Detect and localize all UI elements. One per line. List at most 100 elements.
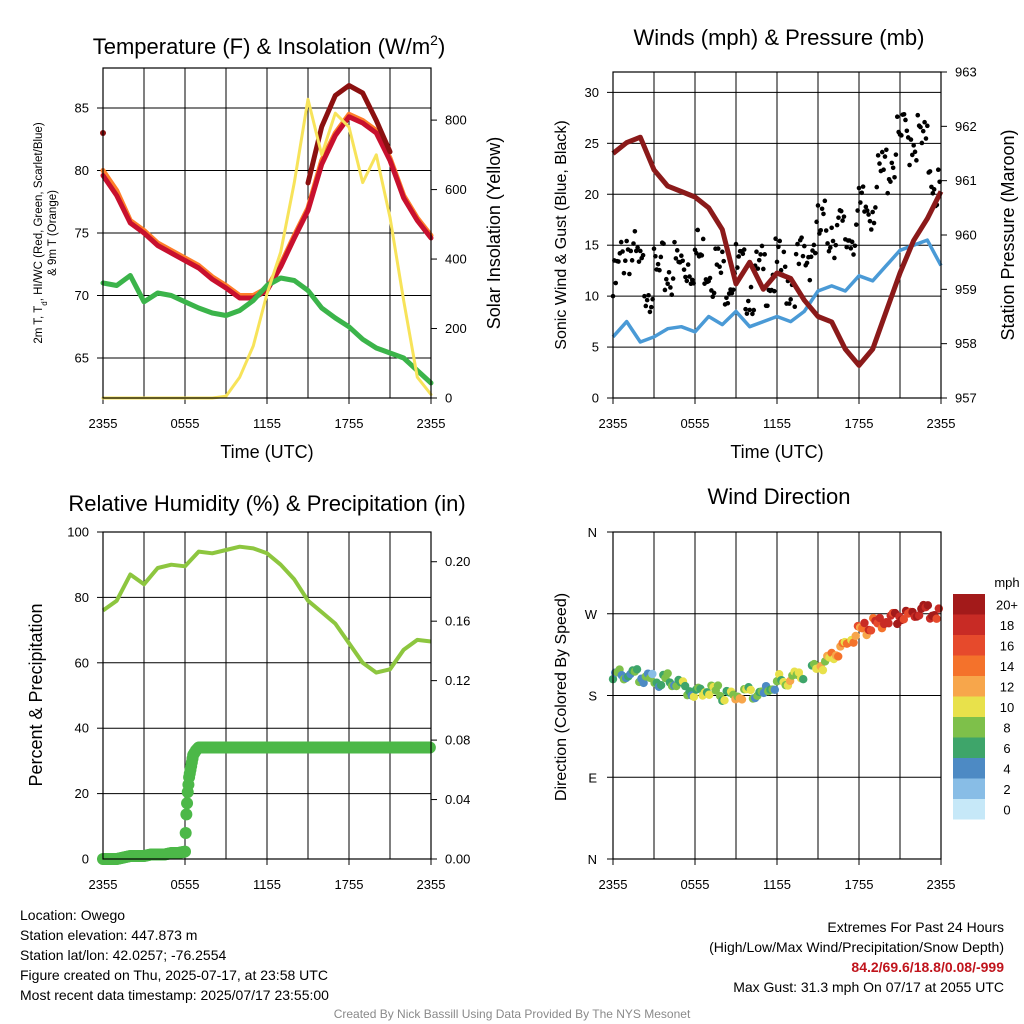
x-tick-label: 2355 [599, 877, 628, 892]
gust-point [935, 167, 941, 173]
gust-point [747, 307, 752, 313]
gust-point [774, 259, 780, 265]
gust-point [858, 200, 863, 205]
y-tick-label: 40 [75, 721, 89, 736]
y2-tick-label: 961 [955, 173, 977, 188]
y2-tick-label: 0.08 [445, 733, 470, 748]
gust-point [672, 239, 677, 245]
gust-point [882, 154, 888, 159]
y-tick-label: 10 [585, 289, 599, 304]
direction-point [923, 601, 933, 610]
gust-point [777, 238, 783, 244]
colorbar-swatch [953, 614, 985, 635]
colorbar-label: 16 [1000, 638, 1014, 653]
direction-point [656, 680, 666, 690]
gust-point [828, 245, 833, 250]
gust-point [877, 161, 882, 166]
y-axis-label-rest: , HI/WC (Red, Green, Scarlet/Blue) [33, 122, 45, 301]
gust-point [879, 149, 885, 155]
gust-point [746, 298, 751, 304]
gust-point [681, 267, 687, 272]
gust-point [623, 258, 628, 264]
gust-point [674, 248, 680, 253]
gust-point [792, 304, 798, 310]
gust-point [912, 149, 918, 155]
latlon-text: Station lat/lon: 42.0257; -76.2554 [20, 947, 227, 963]
direction-point [720, 696, 729, 705]
gust-point [721, 258, 726, 264]
pressure-line [611, 134, 944, 368]
extremes-subtitle: (High/Low/Max Wind/Precipitation/Snow De… [709, 939, 1004, 955]
x-tick-label: 1155 [253, 416, 281, 431]
gust-point [643, 303, 649, 309]
x-tick-label: 1755 [335, 877, 364, 892]
gust-point [699, 253, 705, 258]
direction-point [705, 690, 714, 699]
gust-point [613, 280, 619, 286]
gust-point [733, 241, 739, 247]
y2-tick-label: 0.16 [445, 614, 470, 629]
direction-point [818, 665, 828, 675]
colorbar-swatch [953, 655, 985, 676]
direction-point [849, 638, 858, 647]
y2-tick-label: 959 [955, 282, 977, 297]
gust-point [885, 190, 890, 196]
gust-point [664, 276, 669, 282]
chart-title: Wind Direction [707, 484, 850, 509]
colorbar-swatch [953, 758, 985, 779]
x-tick-label: 2355 [89, 877, 118, 892]
direction-point [799, 674, 808, 684]
gust-point [890, 165, 896, 171]
created-text: Figure created on Thu, 2025-07-17, at 23… [20, 967, 328, 983]
gust-point [707, 275, 713, 281]
colorbar-label: 2 [1003, 782, 1010, 797]
precip-point [179, 845, 191, 858]
direction-point [875, 613, 884, 623]
gust-point [684, 278, 690, 284]
gust-point [923, 136, 929, 141]
gust-point [685, 262, 691, 267]
title-close: ) [438, 34, 445, 59]
direction-point [899, 615, 909, 624]
y-tick-label: 5 [592, 340, 599, 355]
gust-point [750, 311, 755, 317]
y-tick-label: E [588, 770, 597, 785]
colorbar-swatch [953, 676, 985, 697]
colorbar-label: 12 [1000, 679, 1014, 694]
gust-point [874, 184, 880, 190]
direction-point [866, 626, 876, 635]
gust-point [830, 238, 836, 244]
gust-point [694, 250, 699, 256]
gust-point [662, 287, 668, 293]
direction-point [737, 695, 747, 704]
gust-point [621, 270, 627, 276]
x-tick-label: 2355 [927, 416, 956, 431]
precip-point [180, 808, 193, 821]
x-axis-label: Time (UTC) [220, 442, 313, 462]
gust-point [761, 266, 766, 272]
gust-point [653, 253, 658, 259]
colorbar: mph 20+ 18 16 14 12 10 8 6 4 2 0 [953, 575, 1020, 820]
gust-point [904, 128, 910, 134]
gust-point [911, 143, 916, 148]
gust-point [646, 292, 651, 298]
y2-tick-label: 600 [445, 182, 467, 197]
gust-point [740, 251, 746, 257]
direction-point [632, 665, 642, 674]
gust-point [666, 269, 672, 275]
gust-point [848, 246, 854, 251]
gust-point [918, 124, 923, 130]
y2-tick-label: 0.12 [445, 673, 470, 688]
gust-point [920, 128, 926, 134]
chart-title: Relative Humidity (%) & Precipitation (i… [68, 491, 465, 516]
y-tick-label: 0 [592, 391, 599, 406]
gust-point [833, 242, 839, 248]
x-tick-label: 0555 [171, 416, 200, 431]
colorbar-label: 14 [1000, 659, 1014, 674]
gust-point [781, 249, 787, 255]
y2-tick-label: 0 [445, 391, 452, 406]
colorbar-swatch [953, 717, 985, 738]
title-superscript: 2 [430, 32, 438, 48]
y2-tick-label: 960 [955, 228, 977, 243]
y-tick-label: 20 [75, 786, 89, 801]
